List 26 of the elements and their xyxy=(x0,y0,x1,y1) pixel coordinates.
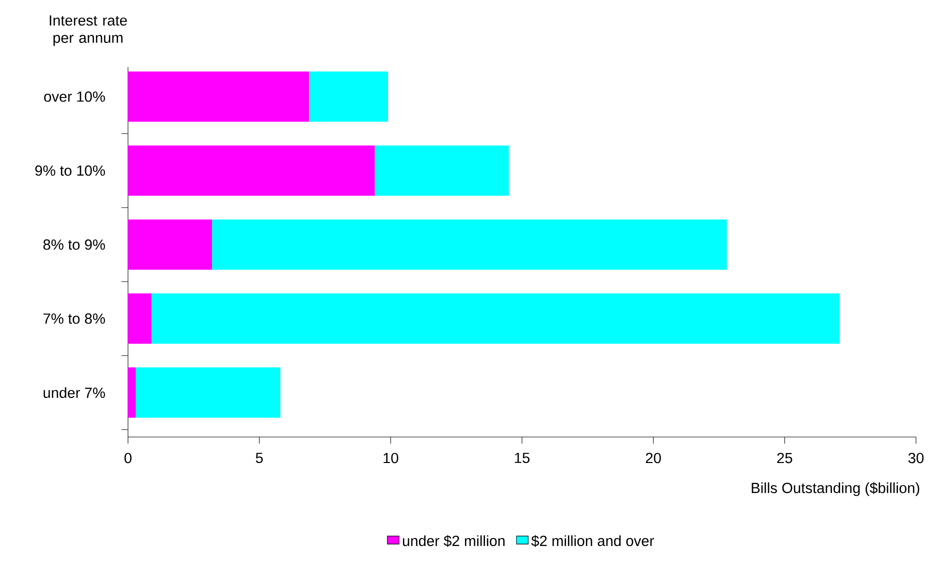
bar xyxy=(374,145,509,196)
bar xyxy=(309,71,388,122)
bar xyxy=(128,367,136,418)
y-tick-label: 9% to 10% xyxy=(35,165,105,176)
bar xyxy=(128,71,310,122)
y-tick-label: under 7% xyxy=(44,387,105,398)
x-tick-label: 5 xyxy=(256,452,263,464)
bar xyxy=(152,293,840,344)
legend-label: under $2 million xyxy=(402,535,505,547)
bar xyxy=(212,219,727,270)
x-tick-label: 30 xyxy=(908,452,924,464)
legend-label: $2 million and over xyxy=(531,535,654,547)
x-tick-label: 25 xyxy=(777,452,792,464)
bar xyxy=(128,145,375,196)
x-tick-label: 20 xyxy=(646,452,661,464)
bar xyxy=(128,219,212,270)
x-tick-label: 10 xyxy=(384,452,398,464)
x-tick-label: 15 xyxy=(514,452,530,464)
bar xyxy=(128,293,152,344)
y-tick-label: 8% to 9% xyxy=(43,239,105,250)
y-tick-label: 7% to 8% xyxy=(43,313,105,324)
x-tick-label: 0 xyxy=(124,452,132,464)
x-axis-title: Bills Outstanding ($billion) xyxy=(752,482,920,496)
bar xyxy=(136,367,280,418)
y-axis-title: Interest rate per annum xyxy=(50,15,127,46)
y-tick-label: over 10% xyxy=(44,91,105,102)
